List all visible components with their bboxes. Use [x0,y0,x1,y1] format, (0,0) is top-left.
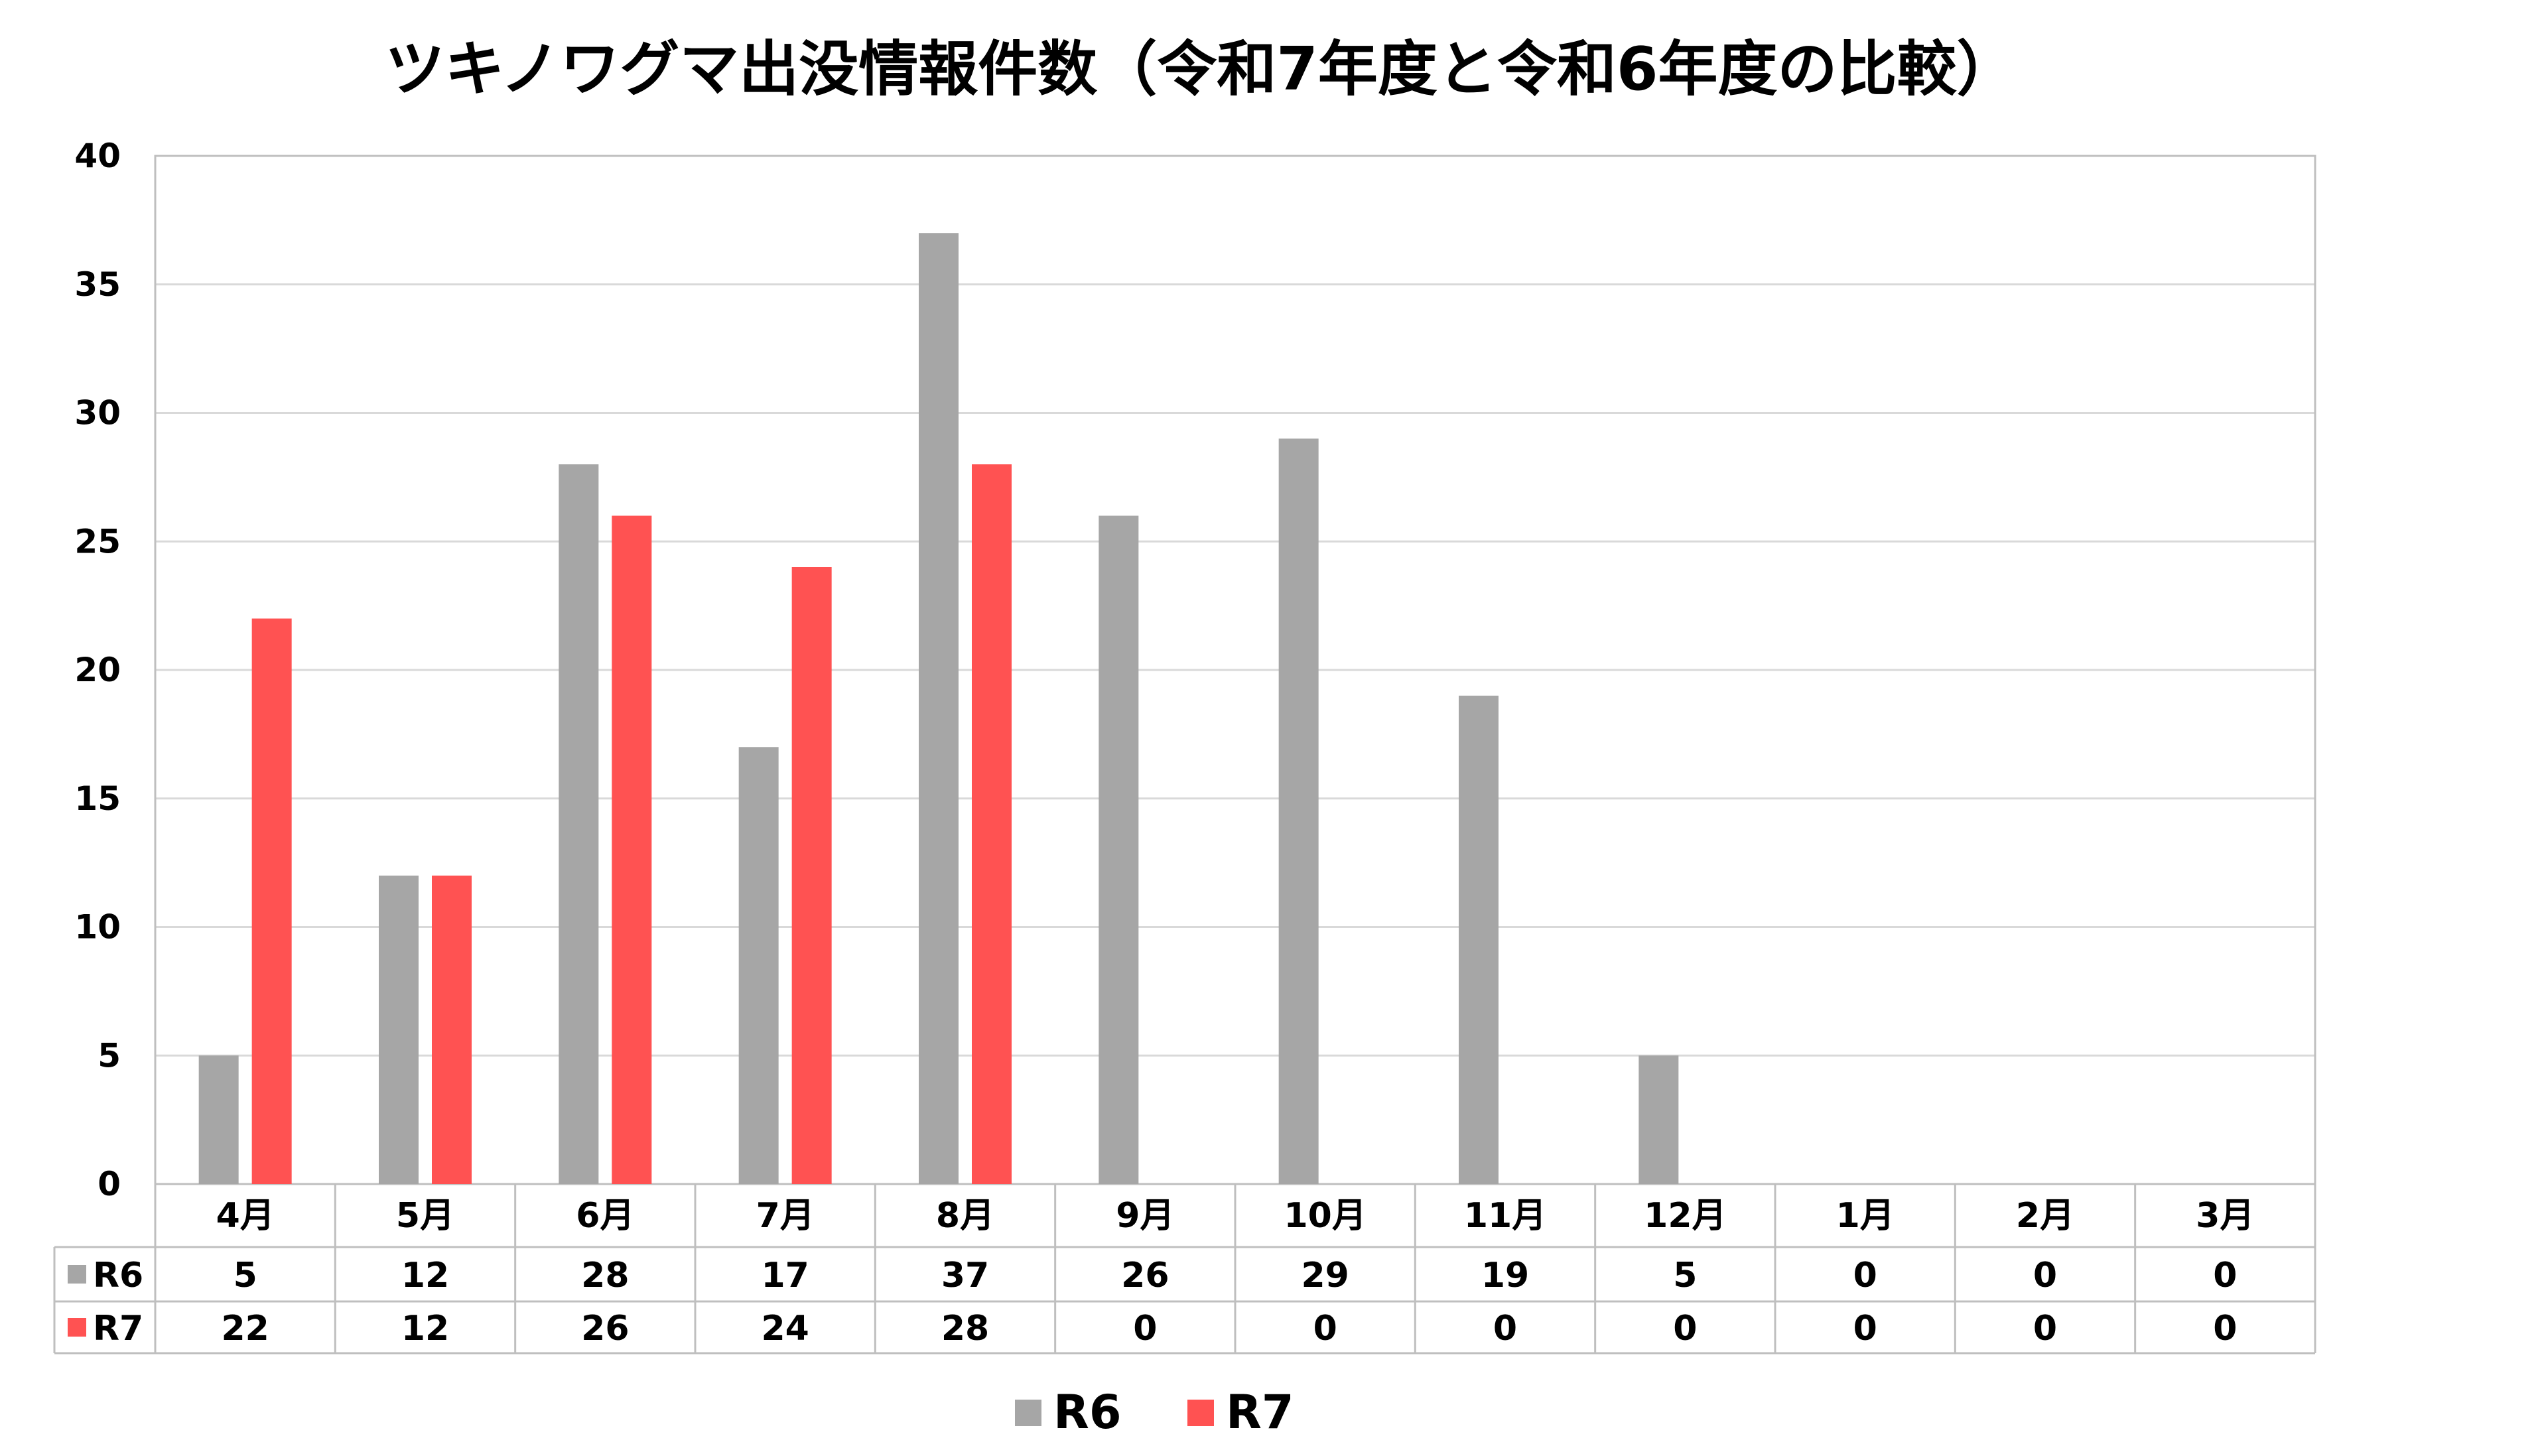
data-label: 0 [1853,1309,1877,1349]
data-label: 22 [221,1309,269,1349]
table-series-label: R6 [93,1256,143,1295]
y-tick-label: 10 [74,908,121,947]
y-tick-label: 0 [98,1165,121,1203]
x-tick-label: 10月 [1284,1196,1366,1236]
bar-r6 [738,747,779,1184]
x-tick-label: 6月 [576,1196,634,1236]
legend-label: R7 [1226,1385,1294,1439]
x-tick-label: 12月 [1644,1196,1726,1236]
table-legend-swatch [68,1318,86,1337]
data-label: 28 [581,1256,629,1295]
y-tick-label: 40 [74,137,121,175]
table-series-label: R7 [93,1309,143,1349]
chart-title: ツキノワグマ出没情報件数（令和7年度と令和6年度の比較） [385,34,2017,104]
bars [198,233,1679,1184]
x-tick-label: 7月 [756,1196,815,1236]
data-label: 0 [1493,1309,1517,1349]
bar-r7 [432,876,472,1184]
bar-r6 [919,233,959,1184]
bar-r6 [198,1055,239,1184]
data-label: 29 [1301,1256,1349,1295]
y-tick-label: 5 [98,1036,121,1075]
bar-r7 [612,515,652,1184]
legend-swatch [1015,1400,1041,1426]
data-label: 0 [1853,1256,1877,1295]
bar-r6 [379,876,419,1184]
y-axis-ticks: 0 5 10 15 20 25 30 35 40 [74,137,121,1203]
data-label: 19 [1481,1256,1529,1295]
legend: R6 R7 [1015,1385,1294,1439]
x-tick-label: 8月 [936,1196,994,1236]
data-label: 26 [581,1309,629,1349]
data-label: 28 [941,1309,989,1349]
x-tick-label: 4月 [216,1196,275,1236]
y-tick-label: 35 [74,265,121,304]
data-label: 5 [1673,1256,1697,1295]
x-tick-label: 5月 [396,1196,454,1236]
y-tick-label: 20 [74,651,121,689]
y-tick-label: 30 [74,394,121,432]
x-tick-label: 1月 [1836,1196,1895,1236]
legend-swatch [1187,1400,1214,1426]
bar-r6 [1099,515,1139,1184]
data-label: 0 [2033,1309,2057,1349]
x-tick-label: 11月 [1464,1196,1546,1236]
data-label: 0 [1133,1309,1157,1349]
data-label: 0 [1673,1309,1697,1349]
table-legend-swatch [68,1265,86,1284]
data-label: 24 [761,1309,809,1349]
bar-r7 [791,567,832,1184]
data-label: 12 [401,1309,449,1349]
x-tick-label: 3月 [2196,1196,2254,1236]
y-tick-label: 25 [74,522,121,561]
data-label: 17 [761,1256,809,1295]
bar-r6 [559,464,599,1184]
data-label: 0 [1313,1309,1337,1349]
bar-r7 [972,464,1012,1184]
bar-r6 [1278,438,1319,1184]
data-table: 4月 5月 6月 7月 8月 9月 10月 11月 12月 1月 2月 3月 R6 5 12 28 17 37 26… [53,1184,2316,1355]
data-label: 26 [1121,1256,1169,1295]
bar-r6 [1638,1055,1679,1184]
data-label: 0 [2213,1256,2237,1295]
bar-r7 [251,618,292,1184]
data-label: 5 [234,1256,257,1295]
gridlines [154,155,2316,1185]
data-label: 37 [941,1256,989,1295]
data-label: 12 [401,1256,449,1295]
x-tick-label: 2月 [2016,1196,2074,1236]
legend-label: R6 [1053,1385,1122,1439]
x-tick-label: 9月 [1116,1196,1174,1236]
data-label: 0 [2213,1309,2237,1349]
bar-r6 [1459,695,1499,1184]
y-tick-label: 15 [74,779,121,818]
data-label: 0 [2033,1256,2057,1295]
